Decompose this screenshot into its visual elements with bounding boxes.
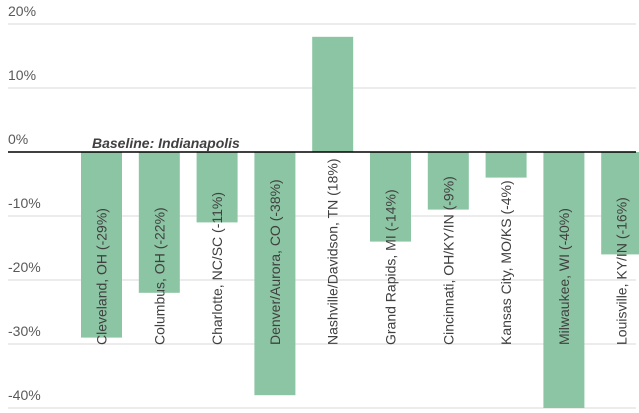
bar [196,152,238,223]
y-tick-label: -30% [8,323,41,339]
category-label: Grand Rapids, MI (-14%) [383,189,399,345]
bar [601,152,639,255]
category-label: Charlotte, NC/SC (-11%) [209,192,225,345]
category-label: Louisville, KY/IN (-16%) [614,197,630,345]
y-tick-label: 10% [8,67,36,83]
baseline-annotation: Baseline: Indianapolis [92,135,240,151]
y-axis-ticks: -40% -30% -20% -10% 0% 10% 20% [8,3,41,403]
bar [81,152,122,338]
category-label: Kansas City, MO/KS (-4%) [498,180,514,345]
y-tick-label: 20% [8,3,36,19]
category-label: Columbus, OH (-22%) [151,207,167,345]
y-tick-label: -20% [8,259,41,275]
category-label: Nashville/Davidson, TN (18%) [325,159,341,345]
category-label: Denver/Aurora, CO (-38%) [267,179,283,345]
bar [370,152,411,242]
bar [312,36,354,152]
bar [138,152,180,293]
y-tick-label: 0% [8,131,28,147]
bar [485,152,527,178]
category-labels: Cleveland, OH (-29%) Columbus, OH (-22%) C… [94,159,630,345]
bars [81,36,639,408]
category-label: Cincinnati, OH/KY/IN (-9%) [440,176,456,345]
category-label: Milwaukee, WI (-40%) [556,208,572,345]
y-tick-label: -10% [8,195,41,211]
bar [543,152,585,408]
bar [254,152,296,396]
category-label: Cleveland, OH (-29%) [94,208,110,345]
bar [427,152,469,210]
y-tick-label: -40% [8,387,41,403]
